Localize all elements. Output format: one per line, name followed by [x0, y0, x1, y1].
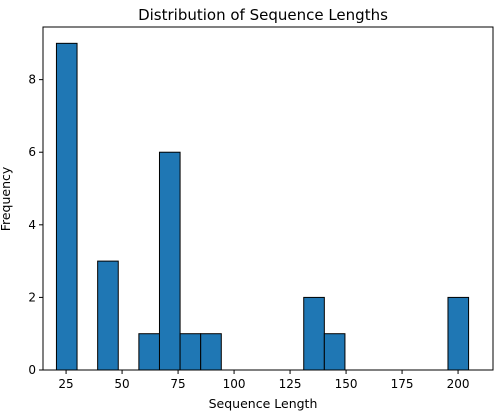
histogram-bar-6: [303, 296, 325, 371]
histogram-bar-2: [138, 333, 160, 371]
histogram-bar-4: [179, 333, 202, 371]
x-axis-ticks: 25 50 75 100 125 150 175 200: [58, 370, 470, 391]
y-tick-label: 0: [28, 363, 36, 377]
y-axis-ticks: 0 2 4 6 8: [28, 73, 43, 377]
y-tick-label: 2: [28, 290, 36, 304]
histogram-bar-1: [97, 260, 119, 371]
x-tick-label: 50: [114, 377, 129, 391]
histogram-bar-7: [323, 333, 346, 371]
x-tick-label: 25: [58, 377, 73, 391]
bars-group: [55, 42, 470, 371]
plot-frame: [42, 26, 494, 371]
x-tick-label: 200: [447, 377, 470, 391]
x-axis-label: Sequence Length: [209, 396, 318, 411]
histogram-bar-3: [158, 151, 181, 371]
histogram-bar-0: [55, 42, 78, 371]
y-axis-label: Frequency: [0, 166, 13, 231]
x-tick-label: 150: [335, 377, 358, 391]
histogram-bar-5: [200, 333, 222, 371]
x-tick-label: 75: [170, 377, 185, 391]
chart-title: Distribution of Sequence Lengths: [138, 6, 388, 24]
x-tick-label: 100: [223, 377, 246, 391]
y-tick-label: 8: [28, 73, 36, 87]
histogram-bar-8: [447, 296, 470, 371]
x-tick-label: 175: [391, 377, 414, 391]
y-tick-label: 4: [28, 218, 36, 232]
y-tick-label: 6: [28, 145, 36, 159]
x-tick-label: 125: [279, 377, 302, 391]
